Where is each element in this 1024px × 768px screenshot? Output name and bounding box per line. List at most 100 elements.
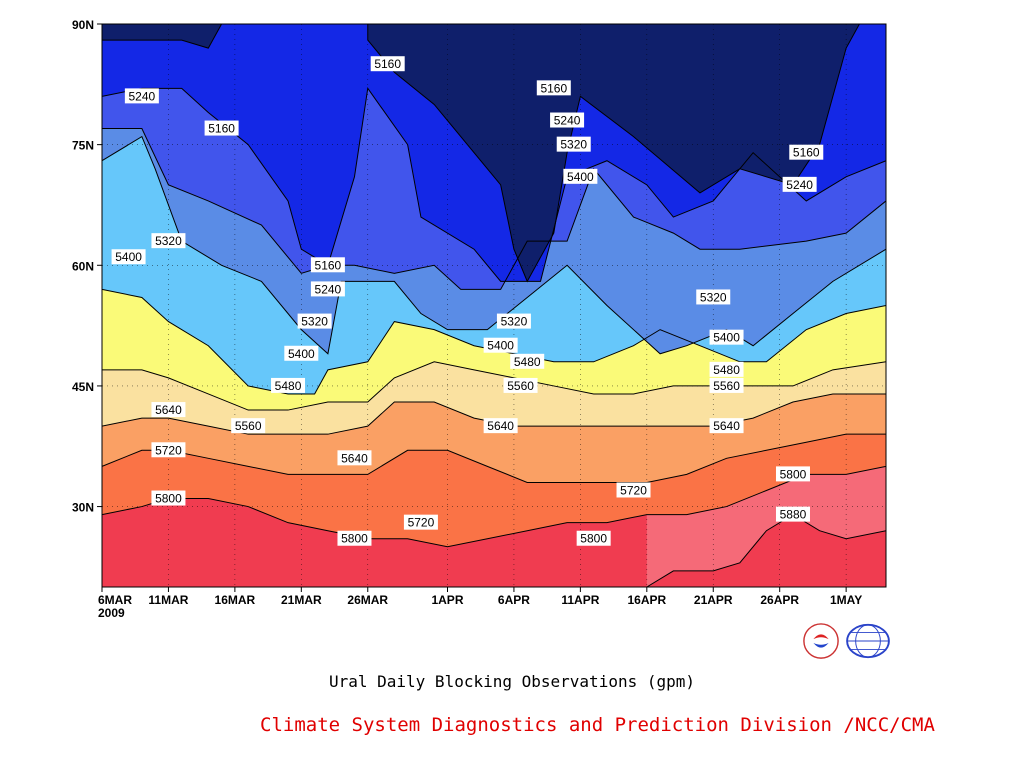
contour-fills bbox=[102, 24, 886, 587]
contour-label-bg bbox=[510, 353, 545, 369]
contour-label: 5160 bbox=[374, 57, 401, 71]
contour-label-bg bbox=[496, 313, 531, 329]
contour-label: 5640 bbox=[487, 419, 514, 433]
contour-label: 5720 bbox=[620, 483, 647, 497]
contour-label-bg bbox=[151, 442, 186, 458]
contour-label: 5240 bbox=[554, 114, 581, 128]
contour-label-bg bbox=[271, 377, 306, 393]
contour-label: 5160 bbox=[793, 146, 820, 160]
contour-label: 5400 bbox=[487, 339, 514, 353]
contour-labels: 5160 5240 5160 5160 5240 5320 5400 5160 5240 5320… bbox=[111, 56, 824, 546]
contour-label: 5480 bbox=[275, 379, 302, 393]
contour-label-bg bbox=[556, 136, 591, 152]
contour-label-bg bbox=[789, 144, 824, 160]
contour-label-bg bbox=[709, 329, 744, 345]
contour-label-bg bbox=[297, 313, 332, 329]
contour-label-bg bbox=[775, 466, 810, 482]
contour-label: 5640 bbox=[341, 451, 368, 465]
contour-5720 bbox=[101, 433, 886, 483]
contour-label-bg bbox=[337, 530, 372, 546]
contour-label: 5480 bbox=[713, 363, 740, 377]
contour-label: 5400 bbox=[567, 170, 594, 184]
x-year-label: 2009 bbox=[98, 606, 125, 620]
contour-label: 5320 bbox=[301, 315, 328, 329]
contour-label: 5640 bbox=[713, 419, 740, 433]
contour-label: 5240 bbox=[129, 89, 156, 103]
contour-label-bg bbox=[709, 377, 744, 393]
x-tick-label: 6MAR bbox=[98, 593, 132, 607]
ncc-logo bbox=[846, 623, 890, 659]
y-tick-label: 60N bbox=[72, 259, 94, 273]
bcc-logo bbox=[803, 623, 839, 659]
contour-label-bg bbox=[483, 418, 518, 434]
contour-label: 5400 bbox=[288, 347, 315, 361]
contour-5240 bbox=[101, 87, 887, 282]
contour-label: 5320 bbox=[155, 234, 182, 248]
x-tick-label: 16MAR bbox=[215, 593, 256, 607]
contour-label-bg bbox=[550, 112, 585, 128]
contour-label: 5320 bbox=[501, 315, 528, 329]
contour-label-bg bbox=[483, 337, 518, 353]
contour-label-bg bbox=[403, 514, 438, 530]
contour-label: 5320 bbox=[560, 138, 587, 152]
contour-label-bg bbox=[576, 530, 611, 546]
x-tick-label: 26MAR bbox=[347, 593, 388, 607]
x-tick-label: 1APR bbox=[431, 593, 463, 607]
plot-frame bbox=[101, 23, 887, 588]
contour-label: 5160 bbox=[315, 258, 342, 272]
contour-label: 5320 bbox=[700, 290, 727, 304]
contour-label-bg bbox=[231, 418, 266, 434]
contour-label: 5560 bbox=[507, 379, 534, 393]
contour-label-bg bbox=[696, 289, 731, 305]
contour-label-bg bbox=[310, 281, 345, 297]
x-tick-label: 21MAR bbox=[281, 593, 322, 607]
x-tick-label: 1MAY bbox=[830, 593, 862, 607]
contour-label: 5400 bbox=[713, 331, 740, 345]
contour-label-bg bbox=[151, 490, 186, 506]
contour-label-bg bbox=[616, 482, 651, 498]
y-tick-label: 30N bbox=[72, 501, 94, 515]
contour-label: 5560 bbox=[235, 419, 262, 433]
contour-label: 5160 bbox=[540, 81, 567, 95]
contour-label-bg bbox=[111, 249, 146, 265]
contour-label: 5800 bbox=[780, 467, 807, 481]
contour-label: 5240 bbox=[786, 178, 813, 192]
contour-label-bg bbox=[337, 450, 372, 466]
contour-label-bg bbox=[709, 418, 744, 434]
source-credit: Climate System Diagnostics and Predictio… bbox=[260, 714, 935, 736]
grid bbox=[102, 24, 886, 587]
contour-label: 5880 bbox=[780, 508, 807, 522]
contour-5480 bbox=[101, 288, 887, 395]
contour-label-bg bbox=[310, 257, 345, 273]
y-tick-label: 75N bbox=[72, 139, 94, 153]
contour-label: 5800 bbox=[580, 532, 607, 546]
contour-label-bg bbox=[284, 345, 319, 361]
contour-label-bg bbox=[151, 402, 186, 418]
contour-label: 5240 bbox=[315, 282, 342, 296]
contour-label-bg bbox=[775, 506, 810, 522]
contour-label-bg bbox=[709, 361, 744, 377]
contour-label: 5720 bbox=[408, 516, 435, 530]
contour-label: 5480 bbox=[514, 355, 541, 369]
contour-label-bg bbox=[563, 168, 598, 184]
axis-ticks: 6MAR 11MAR 16MAR 21MAR 26MAR 1APR 6APR 11APR 16A… bbox=[72, 18, 862, 620]
contour-label-bg bbox=[204, 120, 239, 136]
contour-label-bg bbox=[536, 80, 571, 96]
chart-title: Ural Daily Blocking Observations (gpm) bbox=[328, 672, 696, 691]
contour-label-bg bbox=[782, 176, 817, 192]
x-tick-label: 16APR bbox=[627, 593, 666, 607]
y-tick-label: 45N bbox=[72, 380, 94, 394]
contour-label: 5720 bbox=[155, 443, 182, 457]
contour-label: 5800 bbox=[341, 532, 368, 546]
band-5160 bbox=[102, 24, 886, 282]
y-tick-label: 90N bbox=[72, 18, 94, 32]
contour-label: 5800 bbox=[155, 492, 182, 506]
x-tick-label: 11MAR bbox=[148, 593, 188, 607]
contour-5800 bbox=[101, 465, 887, 548]
x-tick-label: 26APR bbox=[760, 593, 799, 607]
contour-5880 bbox=[646, 514, 887, 588]
contour-label: 5640 bbox=[155, 403, 182, 417]
contour-label-bg bbox=[370, 56, 405, 72]
contour-label-bg bbox=[503, 377, 538, 393]
